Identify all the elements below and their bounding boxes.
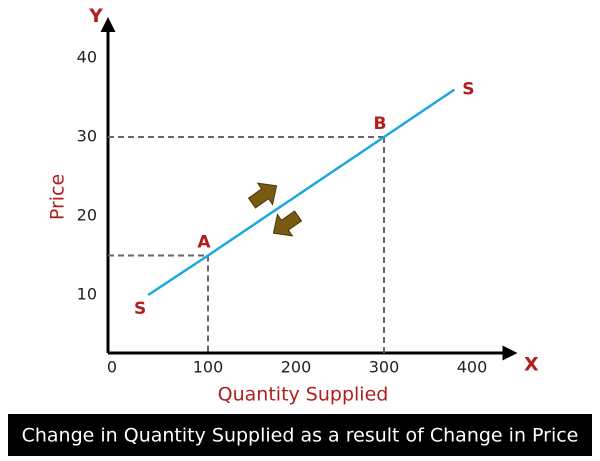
x-tick-label: 0 xyxy=(107,358,117,377)
x-axis-label: Quantity Supplied xyxy=(218,384,389,406)
y-tick-label: 10 xyxy=(77,285,97,304)
x-tick-label: 100 xyxy=(193,358,224,377)
y-tick-label: 30 xyxy=(77,127,97,146)
point-label: B xyxy=(374,114,387,134)
x-tick-label: 400 xyxy=(457,358,488,377)
y-tick-label: 20 xyxy=(77,206,97,225)
down-arrow xyxy=(272,210,303,237)
point-label: A xyxy=(197,233,211,253)
x-tick-label: 300 xyxy=(369,358,400,377)
y-tick-label: 40 xyxy=(77,48,97,67)
curve-label: S xyxy=(134,299,146,319)
x-axis-letter: X xyxy=(524,354,539,376)
x-tick-label: 200 xyxy=(281,358,312,377)
y-axis-letter: Y xyxy=(88,5,103,27)
supply-curve xyxy=(147,88,456,297)
up-arrow xyxy=(247,182,278,209)
y-axis-label: Price xyxy=(47,174,69,220)
title-banner xyxy=(8,414,592,456)
curve-label: S xyxy=(462,80,474,100)
chart-title: Change in Quantity Supplied as a result … xyxy=(22,425,579,447)
